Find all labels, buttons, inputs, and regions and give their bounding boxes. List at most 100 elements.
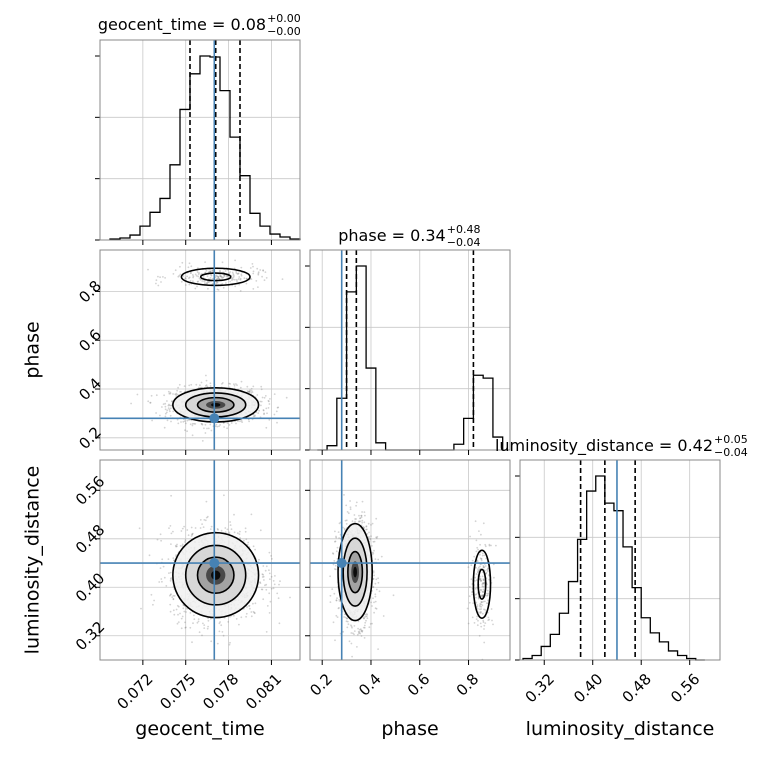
sample-point <box>262 573 264 576</box>
sample-point <box>361 511 363 513</box>
sample-point <box>179 265 181 268</box>
sample-point <box>477 548 479 551</box>
sample-point <box>380 555 383 558</box>
histogram-luminosity_distance: 0.32 0.40 0.48 0.56 <box>515 459 721 706</box>
sample-point <box>334 564 337 567</box>
sample-point <box>149 401 152 404</box>
sample-point <box>338 598 341 601</box>
sample-point <box>480 601 482 603</box>
sample-point <box>476 560 479 563</box>
sample-point <box>172 594 175 597</box>
panel-frame <box>99 39 301 241</box>
sample-point <box>218 278 221 280</box>
sample-point <box>358 628 361 631</box>
sample-point <box>261 275 263 278</box>
sample-point <box>475 618 478 620</box>
sample-point <box>230 528 233 531</box>
sample-point <box>220 624 223 627</box>
sample-point <box>262 409 265 412</box>
sample-point <box>169 525 172 527</box>
title-subscript: −0.04 <box>714 446 748 459</box>
sample-point <box>372 540 375 543</box>
sample-point <box>475 579 478 581</box>
sample-point <box>361 521 364 524</box>
sample-point <box>246 606 248 608</box>
sample-point <box>368 626 371 629</box>
sample-point <box>345 620 348 623</box>
sample-point <box>486 594 489 596</box>
x-tick-label: 0.48 <box>619 670 655 706</box>
sample-point <box>221 383 223 385</box>
sample-point <box>355 504 357 507</box>
sample-point <box>268 551 271 554</box>
sample-point <box>250 615 253 618</box>
sample-point <box>211 282 214 285</box>
sample-point <box>201 634 203 637</box>
sample-point <box>191 274 194 276</box>
sample-point <box>486 589 489 592</box>
sample-point <box>191 532 194 535</box>
sample-point <box>259 269 262 271</box>
sample-point <box>355 518 357 520</box>
sample-point <box>244 527 247 530</box>
sample-point <box>253 415 256 418</box>
sample-point <box>207 281 210 284</box>
sample-point <box>205 282 208 284</box>
sample-point <box>261 588 264 591</box>
sample-point <box>206 282 209 285</box>
sample-point <box>166 409 169 412</box>
sample-point <box>267 399 270 402</box>
sample-point <box>240 419 243 422</box>
sample-point <box>378 590 381 593</box>
sample-point <box>249 607 251 610</box>
sample-point <box>210 429 213 432</box>
sample-point <box>481 585 484 588</box>
sample-point <box>481 590 484 593</box>
sample-point <box>177 613 179 616</box>
sample-point <box>168 392 171 395</box>
sample-point <box>239 530 241 533</box>
sample-point <box>140 607 142 610</box>
sample-point <box>272 587 275 590</box>
sample-point <box>488 618 491 621</box>
sample-point <box>268 592 271 595</box>
sample-point <box>265 426 268 429</box>
sample-point <box>478 530 480 532</box>
sample-point <box>470 564 473 567</box>
sample-point <box>268 569 270 572</box>
sample-point <box>130 402 133 405</box>
truth-marker <box>209 558 220 569</box>
sample-point <box>472 602 475 605</box>
sample-point <box>197 273 200 276</box>
sample-point <box>289 596 291 599</box>
x-axis-label-geocent_time: geocent_time <box>135 718 264 740</box>
x-tick-label: 0.072 <box>114 670 157 713</box>
sample-point <box>353 630 356 632</box>
sample-point <box>215 274 218 277</box>
sample-point <box>334 540 336 543</box>
sample-point <box>335 536 338 539</box>
sample-point <box>192 280 194 282</box>
sample-point <box>369 537 372 540</box>
sample-point <box>194 287 197 290</box>
sample-point <box>231 277 234 279</box>
sample-point <box>250 611 253 613</box>
sample-point <box>229 641 231 644</box>
x-tick-label: 0.075 <box>156 670 199 713</box>
sample-point <box>251 263 254 265</box>
sample-point <box>162 565 165 568</box>
title-main: phase = 0.34 <box>338 226 445 245</box>
sample-point <box>374 582 377 585</box>
sample-point <box>151 419 154 422</box>
sample-point <box>374 558 377 560</box>
sample-point <box>195 383 198 386</box>
sample-point <box>223 274 226 277</box>
sample-point <box>272 580 275 582</box>
sample-point <box>481 575 484 578</box>
sample-point <box>372 577 375 580</box>
sample-point <box>261 396 264 399</box>
sample-point <box>363 616 365 618</box>
sample-point <box>191 424 194 427</box>
sample-point <box>240 266 243 269</box>
sample-point <box>481 552 484 555</box>
